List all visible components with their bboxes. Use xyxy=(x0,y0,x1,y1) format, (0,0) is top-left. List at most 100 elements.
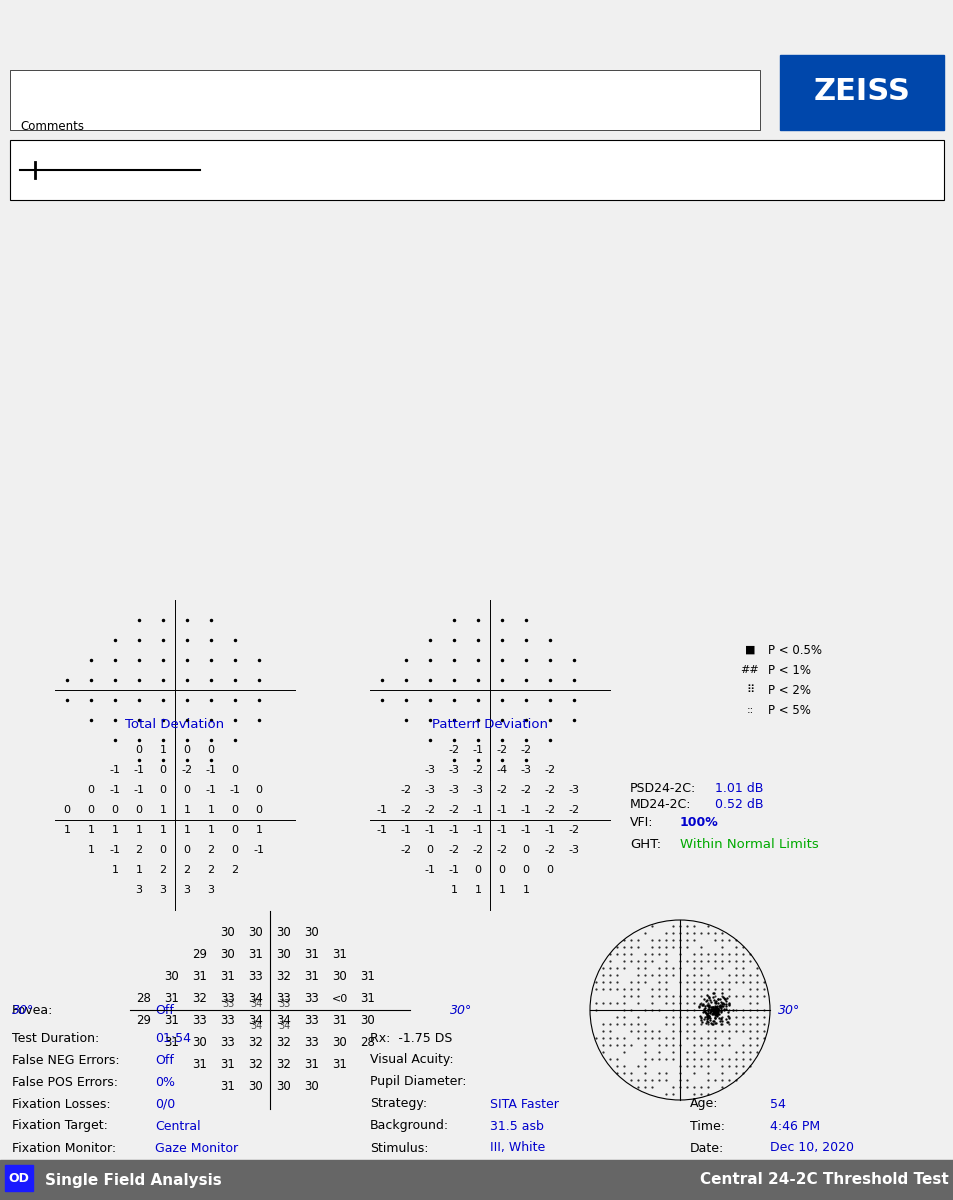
Text: -2: -2 xyxy=(544,845,555,854)
Text: Time:: Time: xyxy=(689,1120,724,1133)
Bar xyxy=(780,55,943,130)
Text: 54: 54 xyxy=(769,1098,785,1110)
Text: P < 2%: P < 2% xyxy=(767,684,810,696)
Text: False NEG Errors:: False NEG Errors: xyxy=(12,1054,119,1067)
Text: 31: 31 xyxy=(304,971,319,984)
Text: Central 24-2C Threshold Test: Central 24-2C Threshold Test xyxy=(700,1172,948,1188)
Text: 31: 31 xyxy=(304,948,319,961)
Text: 31: 31 xyxy=(249,948,263,961)
Text: Fixation Monitor:: Fixation Monitor: xyxy=(12,1141,116,1154)
Text: -4: -4 xyxy=(496,766,507,775)
Text: -2: -2 xyxy=(448,745,459,755)
Text: 0: 0 xyxy=(183,845,191,854)
Text: 0: 0 xyxy=(135,745,142,755)
Text: -1: -1 xyxy=(400,826,411,835)
Text: 31: 31 xyxy=(220,971,235,984)
Text: 30: 30 xyxy=(249,1080,263,1093)
Text: -3: -3 xyxy=(520,766,531,775)
Text: -1: -1 xyxy=(110,785,120,794)
Text: 30: 30 xyxy=(276,1080,291,1093)
Text: 30: 30 xyxy=(193,1037,207,1050)
Text: 0.52 dB: 0.52 dB xyxy=(714,798,762,811)
Text: 2: 2 xyxy=(183,865,191,875)
Text: -2: -2 xyxy=(520,785,531,794)
Text: Pattern Deviation: Pattern Deviation xyxy=(432,719,547,732)
Text: -2: -2 xyxy=(568,805,579,815)
Text: 0%: 0% xyxy=(154,1075,174,1088)
Text: -2: -2 xyxy=(424,805,436,815)
Text: 0: 0 xyxy=(135,805,142,815)
Text: Gaze Monitor: Gaze Monitor xyxy=(154,1141,238,1154)
Text: 1: 1 xyxy=(88,845,94,854)
Text: Date:: Date: xyxy=(689,1141,723,1154)
Text: 1: 1 xyxy=(498,886,505,895)
Text: -1: -1 xyxy=(424,826,435,835)
Text: 30: 30 xyxy=(304,1080,319,1093)
Text: -3: -3 xyxy=(448,766,459,775)
Text: PSD24-2C:: PSD24-2C: xyxy=(629,781,696,794)
Text: 30: 30 xyxy=(276,926,291,940)
Text: 0: 0 xyxy=(522,865,529,875)
Text: 1: 1 xyxy=(159,805,167,815)
Text: -2: -2 xyxy=(520,745,531,755)
Text: 33: 33 xyxy=(220,992,235,1006)
Text: 1: 1 xyxy=(135,826,142,835)
Text: False POS Errors:: False POS Errors: xyxy=(12,1075,118,1088)
Text: Pupil Diameter:: Pupil Diameter: xyxy=(370,1075,466,1088)
Text: -1: -1 xyxy=(205,785,216,794)
Text: 33: 33 xyxy=(222,998,233,1009)
Text: 30: 30 xyxy=(220,948,235,961)
Text: -2: -2 xyxy=(400,845,411,854)
Text: 32: 32 xyxy=(276,1037,291,1050)
Text: III, White: III, White xyxy=(490,1141,545,1154)
Bar xyxy=(10,140,943,200)
Text: 0: 0 xyxy=(546,865,553,875)
Text: -1: -1 xyxy=(424,865,435,875)
Text: 0: 0 xyxy=(255,785,262,794)
Text: -2: -2 xyxy=(568,826,579,835)
Text: 4:46 PM: 4:46 PM xyxy=(769,1120,820,1133)
Text: -2: -2 xyxy=(496,745,507,755)
Text: 0: 0 xyxy=(522,845,529,854)
Text: 1: 1 xyxy=(159,745,167,755)
Text: 33: 33 xyxy=(220,1014,235,1027)
Text: -1: -1 xyxy=(472,805,483,815)
Text: 31: 31 xyxy=(193,1058,207,1072)
Text: 3: 3 xyxy=(183,886,191,895)
Text: 30°: 30° xyxy=(778,1003,800,1016)
Text: ZEISS: ZEISS xyxy=(813,78,909,107)
Text: 34: 34 xyxy=(276,1014,291,1027)
Text: 0: 0 xyxy=(159,766,167,775)
Text: 0: 0 xyxy=(426,845,433,854)
Text: -1: -1 xyxy=(205,766,216,775)
Text: 30: 30 xyxy=(360,1014,375,1027)
Text: 1: 1 xyxy=(450,886,457,895)
Text: 31: 31 xyxy=(164,1014,179,1027)
Text: Fixation Target:: Fixation Target: xyxy=(12,1120,108,1133)
Text: 30: 30 xyxy=(333,1037,347,1050)
Text: -1: -1 xyxy=(376,805,387,815)
Text: 1: 1 xyxy=(255,826,262,835)
Text: SITA Faster: SITA Faster xyxy=(490,1098,558,1110)
Text: 2: 2 xyxy=(232,865,238,875)
Text: P < 0.5%: P < 0.5% xyxy=(767,643,821,656)
Text: OD: OD xyxy=(9,1171,30,1184)
Text: Stimulus:: Stimulus: xyxy=(370,1141,428,1154)
Text: 30: 30 xyxy=(165,971,179,984)
Bar xyxy=(5,1165,33,1190)
Text: 31: 31 xyxy=(193,971,207,984)
Text: 31: 31 xyxy=(304,1058,319,1072)
Text: 1: 1 xyxy=(522,886,529,895)
Text: ■: ■ xyxy=(744,646,755,655)
Text: Fixation Losses:: Fixation Losses: xyxy=(12,1098,111,1110)
Text: 33: 33 xyxy=(249,971,263,984)
Text: -1: -1 xyxy=(253,845,264,854)
Text: 34: 34 xyxy=(249,992,263,1006)
Text: 33: 33 xyxy=(304,992,319,1006)
Text: -1: -1 xyxy=(544,826,555,835)
Text: <0: <0 xyxy=(332,994,348,1004)
Text: -1: -1 xyxy=(230,785,240,794)
Text: GHT:: GHT: xyxy=(629,839,660,852)
Text: 2: 2 xyxy=(135,845,142,854)
Text: MD24-2C:: MD24-2C: xyxy=(629,798,691,811)
